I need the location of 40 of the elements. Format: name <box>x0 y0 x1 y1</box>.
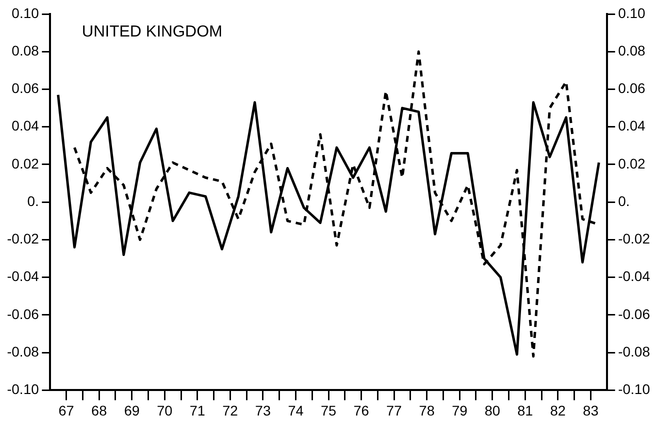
y-tick-label: 0.02 <box>12 155 40 172</box>
x-tick-label: 76 <box>353 402 370 418</box>
y2-tick-label: -0.02 <box>618 230 650 247</box>
text: UNITED KINGDOM <box>82 23 222 40</box>
y-tick-label: 0.10 <box>12 4 40 21</box>
y-tick-label: 0.08 <box>12 42 40 58</box>
x-tick-label: 70 <box>156 402 173 418</box>
x-tick-label: 80 <box>484 402 500 418</box>
x-tick-label: 74 <box>288 402 304 418</box>
x-tick-label: 68 <box>91 402 108 418</box>
y2-tick-label: 0.08 <box>618 42 646 58</box>
x-tick-label: 72 <box>222 402 238 418</box>
x-tick-label: 69 <box>124 402 140 418</box>
y-tick-label: -0.10 <box>6 381 40 398</box>
y-tick-label: 0.06 <box>12 80 40 96</box>
x-tick-label: 71 <box>190 402 206 418</box>
x-tick-label: 79 <box>452 402 468 418</box>
y2-tick-label: 0.02 <box>618 155 646 172</box>
x-tick-label: 82 <box>550 402 566 418</box>
y-tick-label: 0. <box>27 192 39 209</box>
y-tick-label: -0.02 <box>6 230 40 247</box>
x-tick-label: 77 <box>386 402 402 418</box>
y2-tick-label: 0.04 <box>618 118 646 134</box>
y2-tick-label: -0.10 <box>618 381 650 398</box>
y2-tick-label: -0.06 <box>618 306 650 322</box>
y2-tick-label: -0.04 <box>618 268 650 284</box>
y2-tick-label: 0.10 <box>618 4 646 21</box>
x-tick-label: 81 <box>517 402 534 418</box>
x-tick-label: 78 <box>419 402 435 418</box>
y-tick-label: -0.06 <box>6 306 40 322</box>
y2-tick-label: 0.06 <box>618 80 646 96</box>
x-tick-label: 73 <box>255 402 271 418</box>
y2-tick-label: -0.08 <box>618 343 650 360</box>
y-tick-label: -0.04 <box>6 268 40 284</box>
x-tick-label: 67 <box>58 402 74 418</box>
y-tick-label: -0.08 <box>6 343 40 360</box>
x-tick-label: 75 <box>320 402 336 418</box>
y-tick-label: 0.04 <box>12 118 40 134</box>
y2-tick-label: 0. <box>618 192 630 209</box>
x-tick-label: 83 <box>582 402 599 418</box>
